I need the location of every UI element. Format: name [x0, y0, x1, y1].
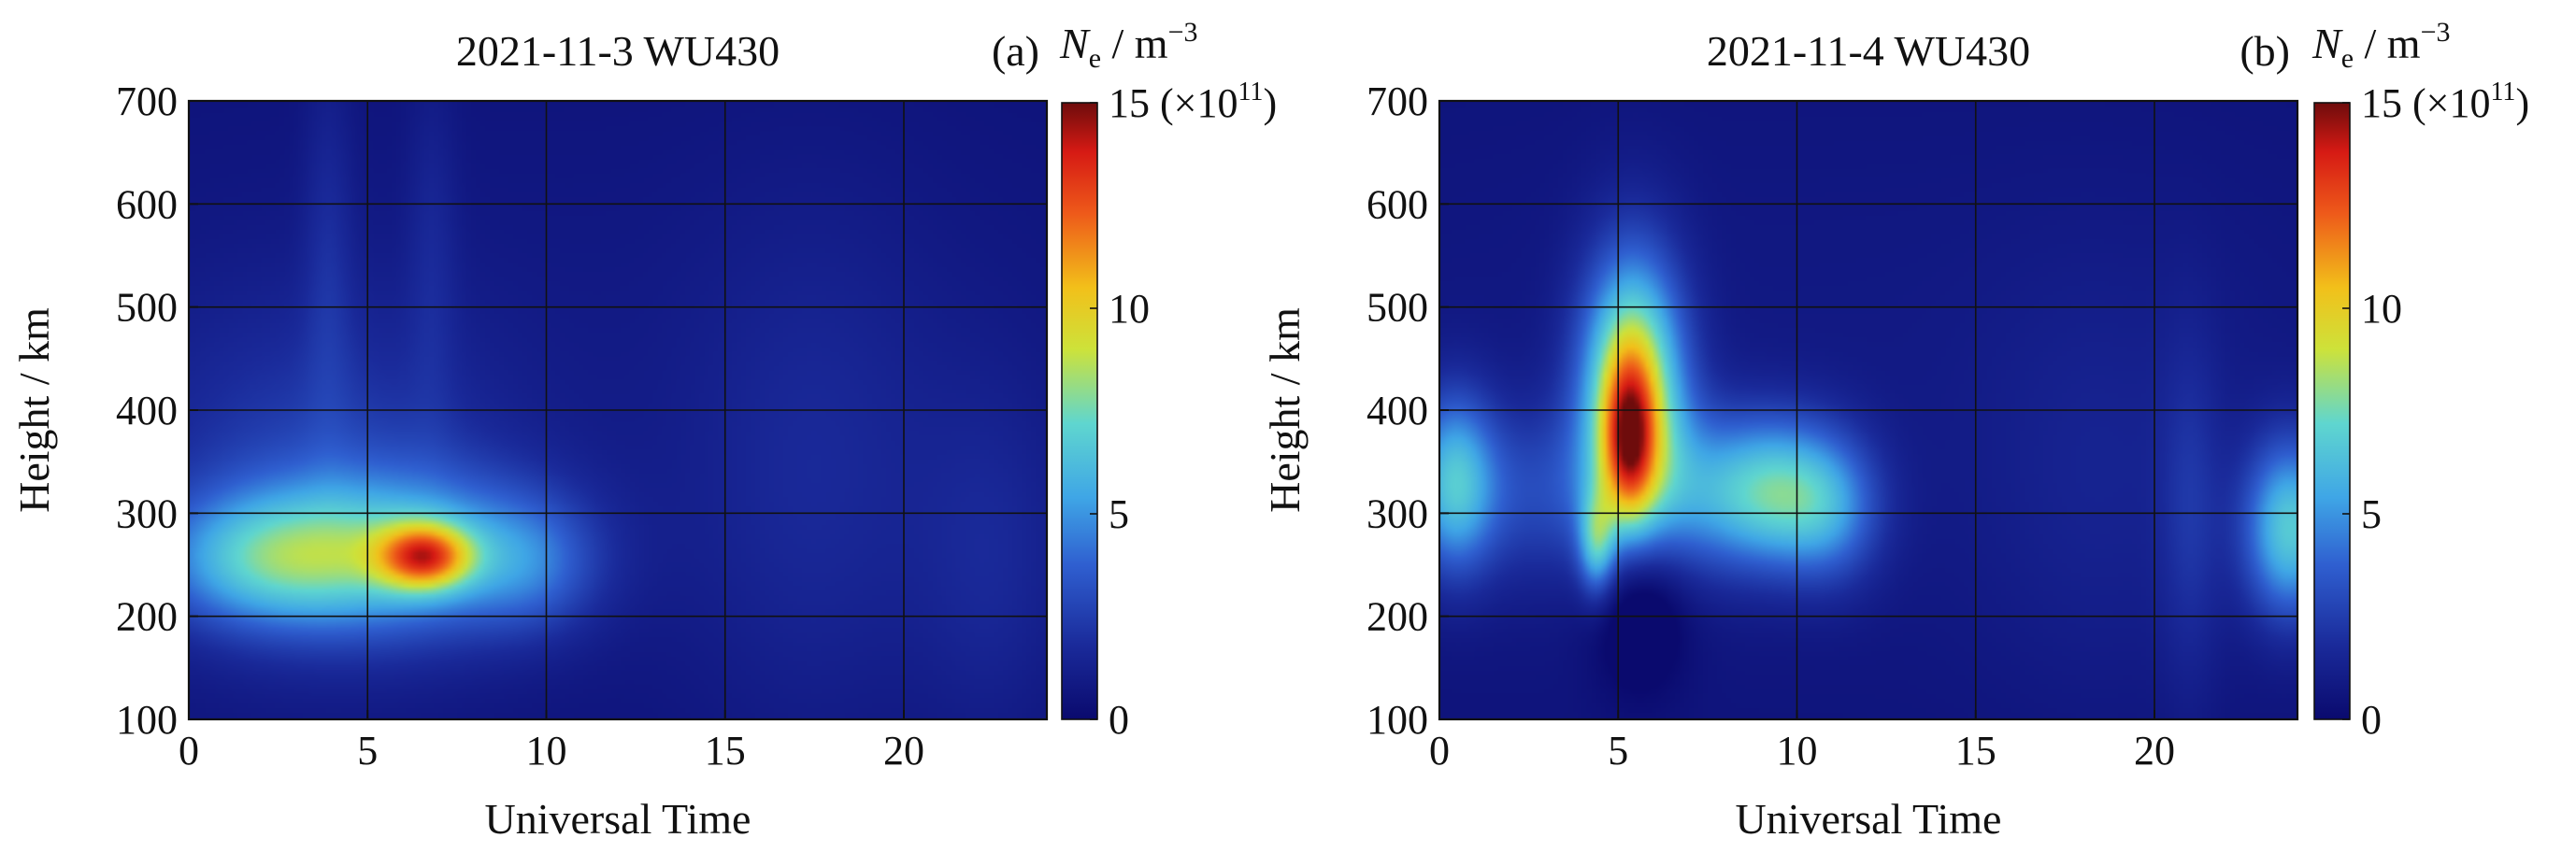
colorbar-tick-label: 10: [1109, 286, 1150, 332]
y-tick-label: 700: [1367, 78, 1428, 124]
x-tick-label: 0: [179, 728, 199, 774]
colorbar-tick-label: 0: [1109, 697, 1129, 743]
colorbar-scale-label: 15 (×1011): [2361, 78, 2529, 126]
y-tick-label: 300: [116, 490, 178, 536]
y-tick-label: 200: [1367, 594, 1428, 640]
x-tick-label: 20: [883, 728, 924, 774]
x-tick-label: 10: [526, 728, 567, 774]
colorbar-scale-label: 15 (×1011): [1109, 78, 1277, 126]
chart-title: 2021-11-3 WU430: [456, 27, 780, 75]
colorbar-tick-label: 5: [1109, 491, 1129, 537]
y-tick-label: 600: [116, 181, 178, 227]
colorbar-title: Ne / m−3: [2311, 17, 2451, 74]
y-axis-label: Height / km: [1261, 307, 1309, 513]
x-tick-label: 5: [357, 728, 378, 774]
x-axis-label: Universal Time: [485, 795, 751, 843]
x-tick-label: 20: [2134, 728, 2175, 774]
chart-title: 2021-11-4 WU430: [1707, 27, 2030, 75]
y-tick-label: 200: [116, 594, 178, 640]
y-tick-label: 500: [1367, 285, 1428, 331]
colorbar-title: Ne / m−3: [1059, 17, 1198, 74]
colorbar-tick-label: 10: [2361, 286, 2402, 332]
x-tick-label: 15: [1955, 728, 1996, 774]
x-tick-label: 10: [1777, 728, 1818, 774]
y-tick-label: 400: [116, 388, 178, 433]
x-tick-label: 5: [1608, 728, 1628, 774]
colorbar: [1061, 102, 1098, 720]
y-tick-label: 100: [1367, 697, 1428, 743]
y-tick-label: 100: [116, 697, 178, 743]
x-tick-label: 0: [1429, 728, 1450, 774]
y-axis-label: Height / km: [10, 307, 58, 513]
y-tick-label: 500: [116, 285, 178, 331]
colorbar-tick-label: 5: [2361, 491, 2382, 537]
colorbar: [2313, 102, 2351, 720]
panel-label: (a): [992, 27, 1039, 75]
y-tick-label: 400: [1367, 388, 1428, 433]
y-tick-label: 600: [1367, 181, 1428, 227]
colorbar-tick-label: 0: [2361, 697, 2382, 743]
y-tick-label: 300: [1367, 490, 1428, 536]
x-tick-label: 15: [705, 728, 746, 774]
x-axis-label: Universal Time: [1736, 795, 2002, 843]
y-tick-label: 700: [116, 78, 178, 124]
panel-label: (b): [2240, 27, 2290, 75]
